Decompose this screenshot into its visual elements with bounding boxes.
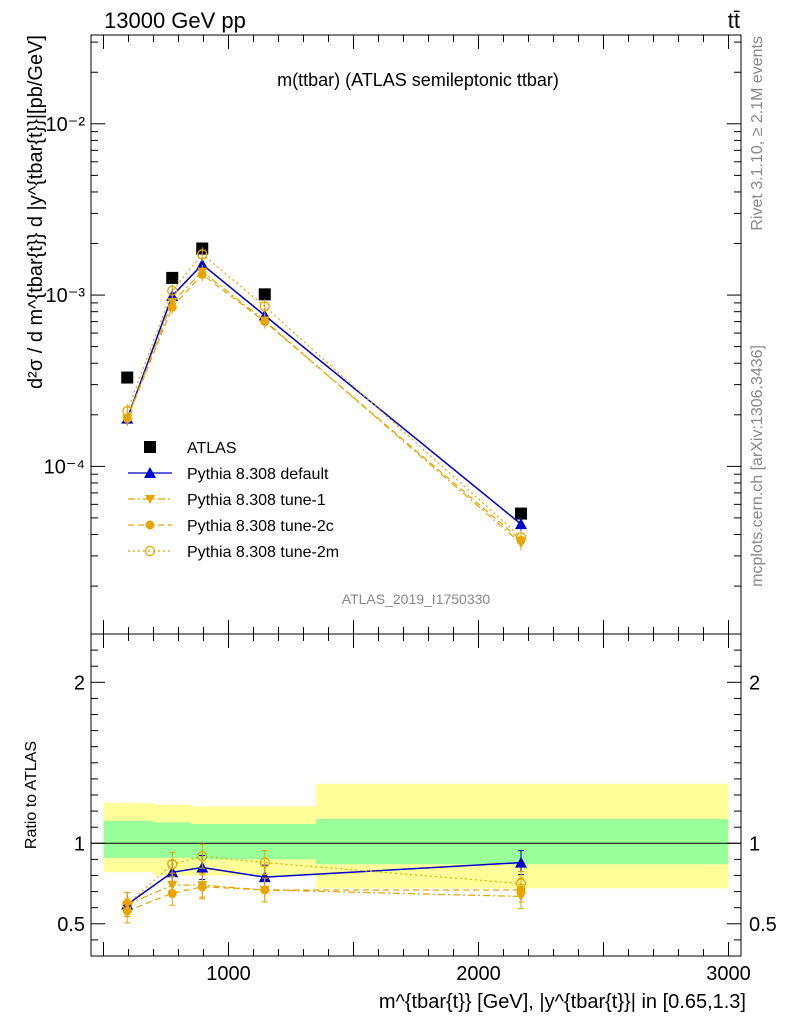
data-point xyxy=(167,285,178,296)
main-y-tick-label: 10⁻⁴ xyxy=(44,456,85,478)
data-point xyxy=(515,532,527,543)
ratio-y-tick-label-right: 0.5 xyxy=(749,914,777,936)
legend-label: Pythia 8.308 tune-1 xyxy=(187,492,326,509)
ratio-series-line xyxy=(127,886,521,912)
data-point xyxy=(515,856,527,868)
data-point xyxy=(260,317,270,327)
legend: ATLAS Pythia 8.308 default Pythia 8.308 tu… xyxy=(128,440,339,561)
ratio-y-tick-label: 0.5 xyxy=(57,914,85,936)
legend-label: ATLAS xyxy=(187,440,237,457)
header-left: 13000 GeV pp xyxy=(104,8,246,33)
data-point xyxy=(258,871,271,883)
ratio-y-tick-label-right: 1 xyxy=(749,833,760,855)
data-point xyxy=(122,414,132,424)
main-title: m(ttbar) (ATLAS semileptonic ttbar) xyxy=(277,70,559,90)
data-point xyxy=(166,271,179,284)
header-right: tt̄ xyxy=(728,8,740,33)
ratio-series xyxy=(121,843,527,924)
x-axis-ticks: 1000 2000 3000 xyxy=(103,35,751,985)
data-point xyxy=(144,467,156,478)
data-point xyxy=(197,851,208,862)
legend-label: Pythia 8.308 tune-2m xyxy=(187,544,339,561)
data-point xyxy=(145,520,155,530)
main-series xyxy=(121,242,527,551)
data-point xyxy=(197,269,207,279)
ratio-bands xyxy=(91,783,741,889)
data-point xyxy=(260,885,270,895)
x-axis-label: m^{tbar{t}} [GeV], |y^{tbar{t}}| in [0.6… xyxy=(379,991,746,1013)
mcplots-label: mcplots.cern.ch [arXiv:1306.3436] xyxy=(749,345,766,587)
ratio-frame xyxy=(90,633,742,957)
ratio-y-axis-label: Ratio to ATLAS xyxy=(23,741,40,849)
main-y-ticks: 10⁻⁴ 10⁻³ 10⁻² xyxy=(44,41,741,587)
main-y-axis-label: d²σ / d m^{tbar{t}} d |y^{tbar{t}}|[pb/G… xyxy=(25,35,47,389)
x-tick-label: 2000 xyxy=(456,963,501,985)
uncertainty-band-green xyxy=(228,823,316,860)
watermark: ATLAS_2019_I1750330 xyxy=(342,591,491,607)
data-point xyxy=(167,888,177,898)
uncertainty-band-green xyxy=(316,819,729,865)
data-point xyxy=(122,406,133,417)
main-y-tick-label: 10⁻³ xyxy=(46,285,86,307)
data-point xyxy=(515,878,527,889)
data-point xyxy=(515,518,527,530)
data-point xyxy=(167,859,178,870)
ratio-y-tick-label: 2 xyxy=(74,672,85,694)
uncertainty-band-green xyxy=(103,820,154,858)
ratio-y-tick-label: 1 xyxy=(74,833,85,855)
data-point xyxy=(197,882,207,892)
data-point xyxy=(515,507,527,520)
data-point xyxy=(145,495,155,504)
legend-label: Pythia 8.308 tune-2c xyxy=(187,518,334,535)
x-tick-label: 1000 xyxy=(206,963,251,985)
data-point xyxy=(258,288,271,301)
data-point xyxy=(196,258,209,270)
main-y-tick-label: 10⁻² xyxy=(46,114,86,136)
data-point xyxy=(259,857,270,868)
data-point xyxy=(144,545,156,557)
ratio-y-tick-label-right: 2 xyxy=(749,672,760,694)
data-point xyxy=(144,441,156,453)
series-line xyxy=(126,263,522,525)
legend-label: Pythia 8.308 default xyxy=(187,466,329,483)
data-point xyxy=(122,899,133,910)
data-point xyxy=(121,371,134,384)
data-point xyxy=(167,302,177,312)
x-tick-label: 3000 xyxy=(706,963,751,985)
uncertainty-band-green xyxy=(191,823,229,860)
rivet-label: Rivet 3.1.10, ≥ 2.1M events xyxy=(749,36,766,231)
data-point xyxy=(197,249,208,260)
data-point xyxy=(259,301,270,312)
ratio-y-ticks: 0.5 0.5 1 1 2 2 xyxy=(57,649,777,941)
